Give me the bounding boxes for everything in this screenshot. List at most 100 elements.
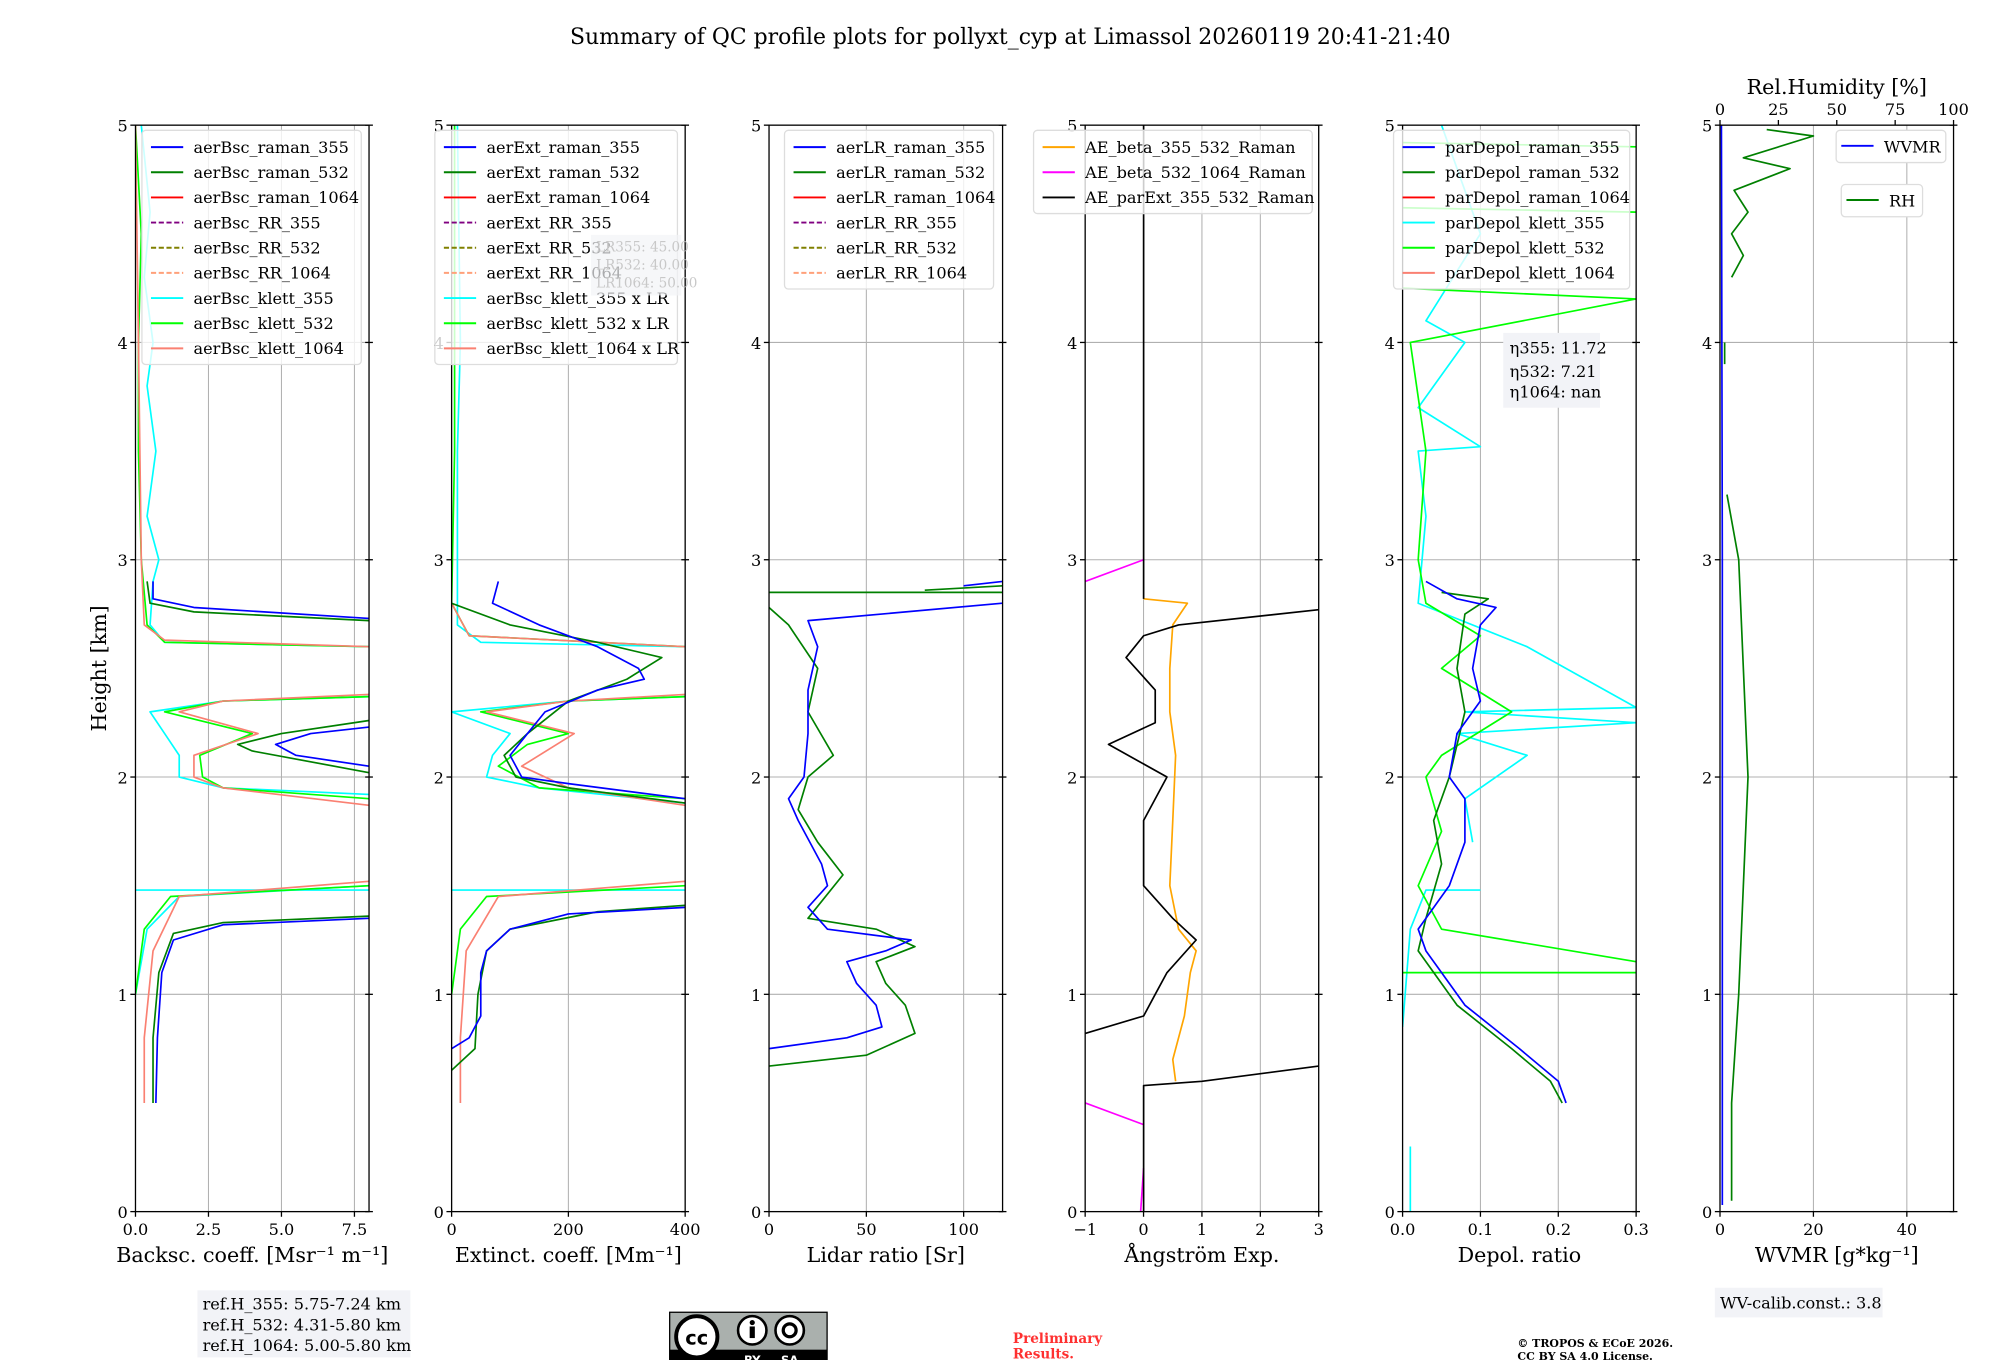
refh-532: ref.H_532: 4.31-5.80 km <box>203 1315 401 1334</box>
y-tick-label: 3 <box>1385 551 1395 570</box>
series-line-aerBsc_raman_532 <box>146 581 370 622</box>
legend-label: aerBsc_RR_355 <box>194 213 321 232</box>
legend-box <box>1835 129 1947 164</box>
legend-label: AE_beta_532_1064_Raman <box>1084 163 1306 182</box>
y-axis-label: Height [km] <box>87 605 111 731</box>
y-tick-label: 1 <box>434 986 444 1005</box>
series-line-parDepol_raman_532 <box>1417 591 1563 1104</box>
legend-label: aerExt_RR_532 <box>486 239 611 258</box>
series-line-RH <box>1730 128 1815 278</box>
y-tick-label: 0 <box>117 1203 127 1222</box>
reference-height-box: ref.H_355: 5.75-7.24 km ref.H_532: 4.31-… <box>197 1290 412 1358</box>
x-tick-label: 0.0 <box>1390 1220 1416 1239</box>
series-line-aerExt_raman_355 <box>491 581 686 800</box>
eta-annotation: η355: 11.72 η532: 7.21 η1064: nan <box>1503 332 1607 408</box>
legend-label: parDepol_raman_1064 <box>1445 188 1630 207</box>
top-x-tick-label: 25 <box>1768 100 1789 119</box>
panel-5: 0.0 0.1 0.2 0.3 0 1 2 3 4 5 Depol. ratio parDepol_r… <box>1385 117 1649 1267</box>
y-tick-label: 3 <box>1702 551 1712 570</box>
y-tick-label: 5 <box>434 117 444 136</box>
panel-1: 0.0 2.5 5.0 7.5 0 1 2 3 4 5 Backsc. coeff. [Msr⁻¹ … <box>116 117 388 1267</box>
series-line-aerBsc_raman_532 <box>152 915 370 1103</box>
y-tick-label: 4 <box>751 334 761 353</box>
y-tick-label: 5 <box>751 117 761 136</box>
results-text: Results. <box>1013 1347 1074 1360</box>
series-line-AE_beta_532_1064_Raman <box>1085 1102 1144 1126</box>
x-axis-label: WVMR [g*kg⁻¹] <box>1755 1243 1919 1267</box>
x-tick-label: 3 <box>1314 1220 1324 1239</box>
y-tick-label: 4 <box>117 334 127 353</box>
legend-label: aerExt_raman_355 <box>486 138 640 157</box>
y-tick-label: 1 <box>1385 986 1395 1005</box>
cc-license-logo: cc BY SA <box>669 1311 828 1360</box>
series-line-WVMR <box>1720 125 1724 1206</box>
legend-label: aerExt_raman_1064 <box>486 188 650 207</box>
lr-532: LR532: 40.00 <box>596 258 689 274</box>
legend: aerBsc_raman_355 aerBsc_raman_532 aerBsc_r… <box>141 129 362 366</box>
axes-frame <box>134 124 370 1213</box>
y-tick-label: 1 <box>117 986 127 1005</box>
series-line-aerLR_raman_532 <box>924 584 1003 592</box>
top-x-tick-label: 50 <box>1827 100 1848 119</box>
x-tick-label: 0 <box>1138 1220 1148 1239</box>
legend-label: RH <box>1889 191 1915 210</box>
series-line-aerBsc_klett_532_x_LR <box>451 884 686 995</box>
legend-label: aerBsc_klett_532 <box>194 314 334 333</box>
y-tick-label: 2 <box>751 768 761 787</box>
series-line-parDepol_klett_355 <box>1402 889 1481 1028</box>
refh-1064: ref.H_1064: 5.00-5.80 km <box>203 1336 412 1355</box>
y-tick-label: 2 <box>1067 768 1077 787</box>
legend-label: parDepol_klett_1064 <box>1445 264 1615 283</box>
x-tick-label: 0 <box>1715 1220 1725 1239</box>
legend-label: parDepol_klett_355 <box>1445 213 1604 232</box>
series-line-aerLR_raman_532 <box>769 606 916 1067</box>
y-tick-label: 1 <box>751 986 761 1005</box>
legend-box <box>783 129 995 290</box>
lr-355: LR355: 45.00 <box>596 240 689 256</box>
x-tick-label: 0 <box>764 1220 774 1239</box>
axes-frame <box>1401 124 1637 1213</box>
x-tick-label: 40 <box>1897 1220 1918 1239</box>
legend-label: aerBsc_raman_532 <box>194 163 349 182</box>
legend-label: aerBsc_RR_1064 <box>194 264 331 283</box>
legend-label: parDepol_raman_532 <box>1445 163 1620 182</box>
legend-label: aerLR_raman_532 <box>836 163 985 182</box>
series-group <box>1720 125 1815 1206</box>
legend-label: aerLR_RR_355 <box>836 213 957 232</box>
series-line-aerBsc_klett_532 <box>135 884 370 995</box>
series-line-aerExt_raman_355 <box>451 906 686 1050</box>
x-axis-label: Depol. ratio <box>1458 1243 1582 1267</box>
legend-box <box>141 129 362 366</box>
y-tick-label: 0 <box>751 1203 761 1222</box>
x-axis-label: Backsc. coeff. [Msr⁻¹ m⁻¹] <box>116 1243 388 1267</box>
series-line-parDepol_raman_355 <box>1417 580 1567 1104</box>
series-line-AE_parExt_355_532_Raman <box>1085 608 1319 1035</box>
legend-label: aerLR_raman_355 <box>836 138 985 157</box>
eta-532: η532: 7.21 <box>1510 362 1597 381</box>
x-tick-label: 2 <box>1255 1220 1265 1239</box>
x-tick-label: 50 <box>856 1220 877 1239</box>
legend: parDepol_raman_355 parDepol_raman_532 parD… <box>1392 129 1631 290</box>
series-line-parDepol_klett_532 <box>1402 287 1637 963</box>
series-line-aerLR_raman_355 <box>769 602 1003 1050</box>
axes-frame <box>768 124 1004 1213</box>
series-line-aerBsc_klett_1064_x_LR <box>485 693 686 807</box>
x-tick-label: 0.3 <box>1623 1220 1649 1239</box>
panel-6: 0 20 40 0 1 2 3 4 5 WVMR [g*kg⁻¹] 0 25 50 75 100 Rel.Hu… <box>1702 75 1969 1267</box>
y-tick-label: 1 <box>1702 986 1712 1005</box>
x-tick-label: 0.1 <box>1468 1220 1494 1239</box>
legend-label: aerLR_RR_1064 <box>836 264 967 283</box>
series-line-aerBsc_raman_355 <box>274 726 370 768</box>
legend-label: AE_beta_355_532_Raman <box>1084 138 1295 157</box>
y-tick-label: 5 <box>117 117 127 136</box>
preliminary-text: Preliminary <box>1013 1331 1103 1347</box>
series-line-aerBsc_raman_355 <box>155 917 370 1103</box>
lr-1064: LR1064: 50.00 <box>596 276 697 292</box>
legend: AE_beta_355_532_Raman AE_beta_532_1064_Ra… <box>1032 129 1315 215</box>
legend-box <box>1840 183 1924 218</box>
top-x-tick-label: 0 <box>1715 100 1725 119</box>
legend-wvmr: WVMR <box>1835 129 1947 164</box>
y-tick-label: 4 <box>1702 334 1712 353</box>
lidar-ratio-annotation: LR355: 45.00 LR532: 40.00 LR1064: 50.00 <box>590 234 697 296</box>
legend-label: aerExt_RR_355 <box>486 213 611 232</box>
